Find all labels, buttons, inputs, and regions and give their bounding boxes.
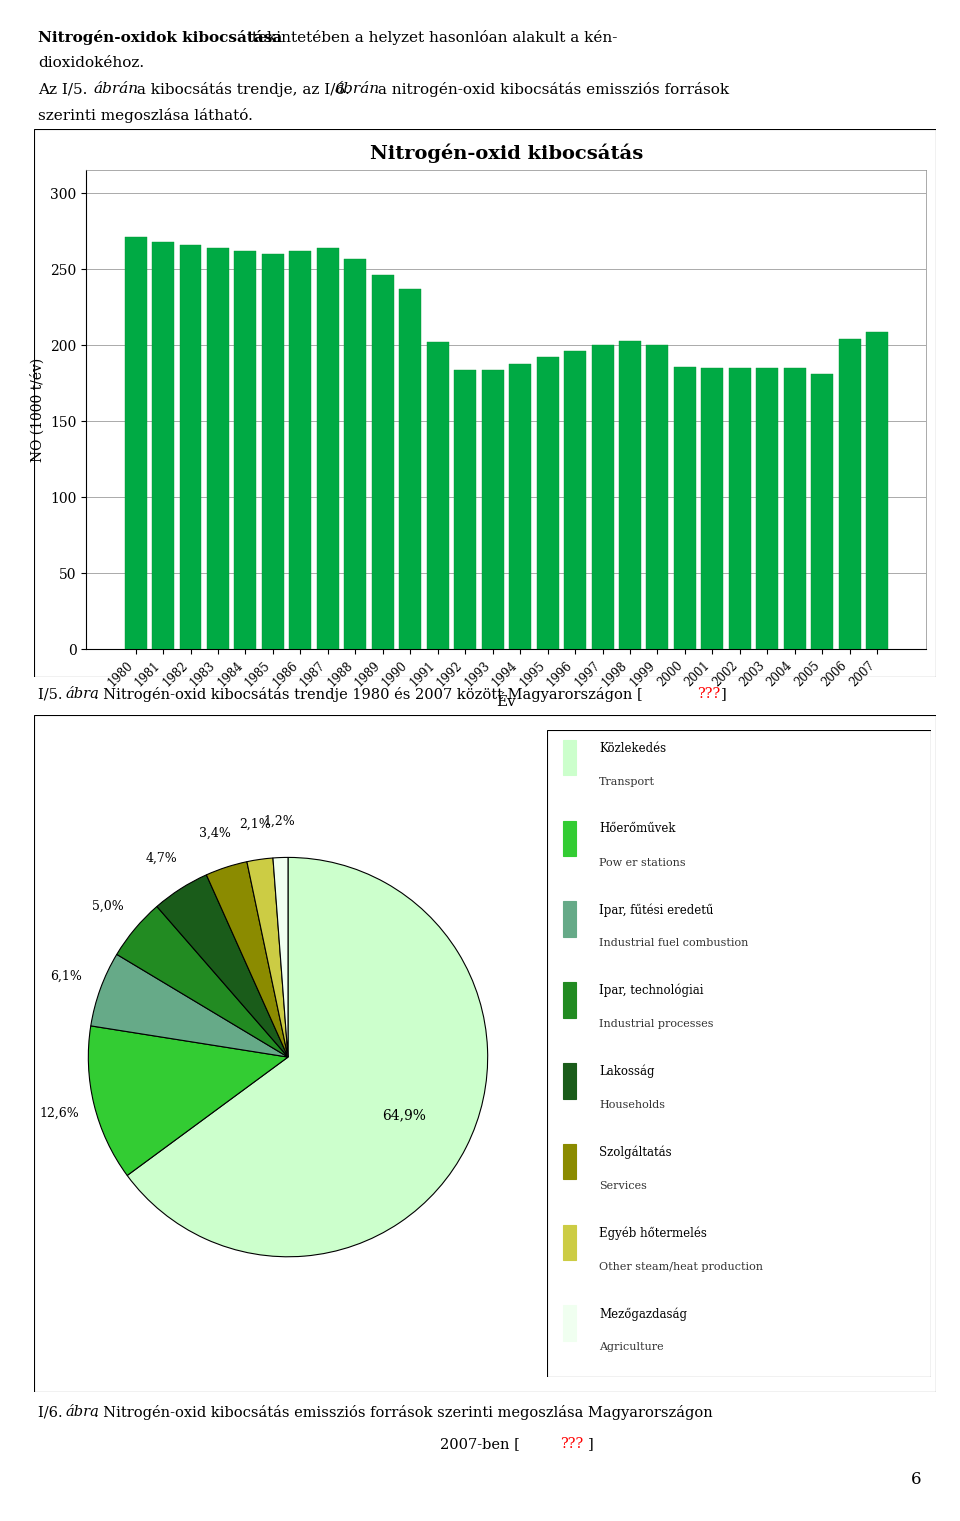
Text: I/6.: I/6. bbox=[38, 1405, 67, 1419]
Text: ábrán: ábrán bbox=[334, 82, 379, 96]
Text: 3,4%: 3,4% bbox=[200, 826, 231, 840]
Bar bbox=[839, 339, 861, 649]
Bar bbox=[591, 345, 613, 649]
Text: tekintetében a helyzet hasonlóan alakult a kén-: tekintetében a helyzet hasonlóan alakult… bbox=[247, 30, 617, 46]
Text: Industrial fuel combustion: Industrial fuel combustion bbox=[599, 938, 749, 949]
Text: Egyéb hőtermelés: Egyéb hőtermelés bbox=[599, 1226, 707, 1240]
Text: a nitrogén-oxid kibocsátás emissziós források: a nitrogén-oxid kibocsátás emissziós for… bbox=[373, 82, 730, 97]
Text: ???: ??? bbox=[560, 1437, 583, 1451]
Text: Ipar, technológiai: Ipar, technológiai bbox=[599, 984, 704, 998]
Wedge shape bbox=[156, 875, 288, 1057]
Bar bbox=[811, 374, 833, 649]
Wedge shape bbox=[206, 862, 288, 1057]
Text: Transport: Transport bbox=[599, 777, 655, 786]
Text: dioxidokéhoz.: dioxidokéhoz. bbox=[38, 56, 145, 70]
Text: Közlekedés: Közlekedés bbox=[599, 742, 666, 754]
Wedge shape bbox=[91, 954, 288, 1057]
Bar bbox=[152, 242, 174, 649]
Bar bbox=[563, 820, 576, 856]
Bar bbox=[563, 1144, 576, 1179]
Bar bbox=[180, 245, 202, 649]
Text: szerinti megoszlása látható.: szerinti megoszlása látható. bbox=[38, 108, 253, 123]
Text: Pow er stations: Pow er stations bbox=[599, 858, 685, 867]
Text: Lakosság: Lakosság bbox=[599, 1065, 655, 1078]
Text: 2007-ben [: 2007-ben [ bbox=[440, 1437, 520, 1451]
Bar bbox=[289, 251, 311, 649]
Bar bbox=[646, 345, 668, 649]
Wedge shape bbox=[247, 858, 288, 1057]
Text: 6,1%: 6,1% bbox=[51, 970, 83, 983]
Bar bbox=[563, 902, 576, 937]
Bar bbox=[509, 364, 531, 649]
Bar bbox=[317, 248, 339, 649]
X-axis label: Év: Év bbox=[496, 695, 516, 709]
Text: Other steam/heat production: Other steam/heat production bbox=[599, 1261, 763, 1272]
Text: ]: ] bbox=[588, 1437, 593, 1451]
Bar bbox=[125, 237, 147, 649]
Text: Industrial processes: Industrial processes bbox=[599, 1019, 713, 1030]
Wedge shape bbox=[88, 1025, 288, 1176]
Text: Szolgáltatás: Szolgáltatás bbox=[599, 1145, 672, 1159]
Bar bbox=[674, 367, 696, 649]
Bar bbox=[563, 1224, 576, 1259]
Text: Az I/5.: Az I/5. bbox=[38, 82, 93, 96]
Text: Households: Households bbox=[599, 1100, 665, 1110]
Text: 1,2%: 1,2% bbox=[263, 815, 295, 827]
Text: 4,7%: 4,7% bbox=[145, 852, 177, 865]
Text: Agriculture: Agriculture bbox=[599, 1343, 663, 1352]
Text: . Nitrogén-oxid kibocsátás emissziós források szerinti megoszlása Magyarországon: . Nitrogén-oxid kibocsátás emissziós for… bbox=[94, 1405, 713, 1421]
Bar bbox=[399, 289, 421, 649]
Bar bbox=[619, 341, 641, 649]
Bar bbox=[783, 368, 805, 649]
Text: . Nitrogén-oxid kibocsátás trendje 1980 és 2007 között Magyarországon [: . Nitrogén-oxid kibocsátás trendje 1980 … bbox=[94, 687, 643, 703]
Text: ???: ??? bbox=[697, 687, 720, 701]
Bar bbox=[563, 1063, 576, 1098]
Bar bbox=[702, 368, 724, 649]
Text: 5,0%: 5,0% bbox=[91, 899, 123, 913]
Text: ]: ] bbox=[721, 687, 727, 701]
Text: 2,1%: 2,1% bbox=[239, 817, 271, 830]
Text: ábra: ábra bbox=[65, 1405, 99, 1419]
Text: I/5.: I/5. bbox=[38, 687, 67, 701]
Bar bbox=[207, 248, 229, 649]
Bar bbox=[866, 332, 888, 649]
Bar bbox=[756, 368, 779, 649]
Text: Mezőgazdaság: Mezőgazdaság bbox=[599, 1307, 687, 1320]
Title: Nitrogén-oxid kibocsátás: Nitrogén-oxid kibocsátás bbox=[370, 144, 643, 163]
Bar bbox=[454, 370, 476, 649]
Bar bbox=[345, 259, 367, 649]
Wedge shape bbox=[127, 858, 488, 1256]
Bar bbox=[427, 342, 448, 649]
Bar bbox=[564, 351, 586, 649]
Text: ábrán: ábrán bbox=[93, 82, 138, 96]
Text: Nitrogén-oxidok kibocsátása: Nitrogén-oxidok kibocsátása bbox=[38, 30, 282, 46]
Bar bbox=[563, 1305, 576, 1342]
Wedge shape bbox=[117, 907, 288, 1057]
Text: ábra: ábra bbox=[65, 687, 99, 701]
Text: Hőerőművek: Hőerőművek bbox=[599, 823, 676, 835]
Y-axis label: NO (1000 t/év): NO (1000 t/év) bbox=[31, 357, 45, 462]
Bar bbox=[234, 251, 256, 649]
Bar bbox=[262, 254, 284, 649]
Bar bbox=[372, 275, 394, 649]
Text: 64,9%: 64,9% bbox=[382, 1109, 426, 1122]
Text: a kibocsátás trendje, az I/6.: a kibocsátás trendje, az I/6. bbox=[132, 82, 355, 97]
Text: Services: Services bbox=[599, 1180, 647, 1191]
Bar bbox=[537, 357, 559, 649]
Wedge shape bbox=[273, 858, 288, 1057]
Text: Ipar, fűtési eredetű: Ipar, fűtési eredetű bbox=[599, 903, 713, 917]
Bar bbox=[482, 370, 504, 649]
Text: 12,6%: 12,6% bbox=[39, 1106, 79, 1119]
Bar bbox=[729, 368, 751, 649]
Bar bbox=[563, 983, 576, 1018]
Text: 6: 6 bbox=[911, 1471, 922, 1488]
Bar bbox=[563, 739, 576, 776]
